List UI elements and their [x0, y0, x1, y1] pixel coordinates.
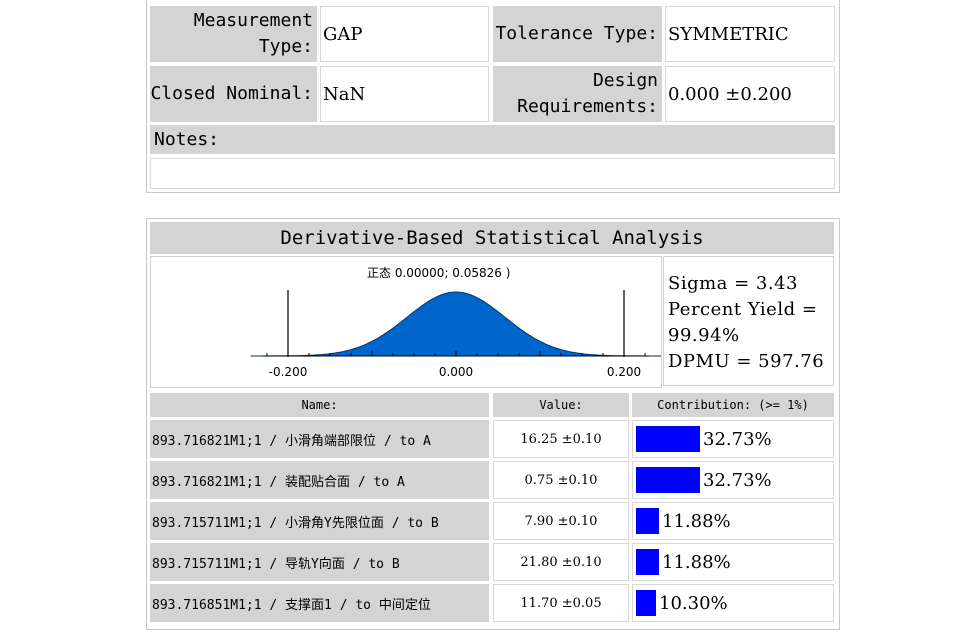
x-tick-label: 0.200 [607, 365, 641, 379]
header-contribution: Contribution: (>= 1%) [632, 393, 834, 417]
stats-summary: Sigma = 3.43 Percent Yield = 99.94% DPMU… [663, 256, 834, 386]
contribution-percent: 32.73% [703, 469, 772, 491]
contribution-percent: 32.73% [703, 428, 772, 450]
contributor-contribution: 11.88% [632, 502, 834, 540]
header-value: Value: [493, 393, 629, 417]
analysis-panel: Derivative-Based Statistical Analysis 正态… [146, 218, 840, 630]
contributor-value: 0.75 ±0.10 [493, 461, 629, 499]
contribution-percent: 11.88% [662, 510, 731, 532]
contribution-bar [636, 590, 656, 616]
contribution-bar [636, 426, 700, 452]
spec-limit-lines [287, 290, 625, 357]
contributor-name: 893.716821M1;1 / 小滑角端部限位 / to A [150, 420, 489, 458]
distribution-chart: 正态 0.00000; 0.05826 ) -0.200 0.000 0.200 [150, 256, 662, 388]
contribution-percent: 11.88% [662, 551, 731, 573]
contributor-contribution: 32.73% [632, 461, 834, 499]
distribution-curve [250, 291, 662, 357]
distribution-plot: 正态 0.00000; 0.05826 ) -0.200 0.000 0.200 [250, 266, 662, 379]
contributor-value: 7.90 ±0.10 [493, 502, 629, 540]
x-tick-labels: -0.200 0.000 0.200 [269, 365, 642, 379]
contribution-bar [636, 508, 659, 534]
contributor-value: 11.70 ±0.05 [493, 584, 629, 622]
closed-nominal-label: Closed Nominal: [150, 66, 317, 122]
contributor-name: 893.716821M1;1 / 装配贴合面 / to A [150, 461, 489, 499]
percent-yield-text: Percent Yield = 99.94% [668, 299, 818, 346]
sigma-text: Sigma = 3.43 [668, 273, 799, 294]
info-table: Measurement Type: GAP Tolerance Type: SY… [146, 0, 840, 193]
contribution-bar [636, 467, 700, 493]
contributor-contribution: 32.73% [632, 420, 834, 458]
measurement-type-value: GAP [320, 6, 489, 62]
measurement-type-label: Measurement Type: [150, 6, 317, 62]
contributor-value: 21.80 ±0.10 [493, 543, 629, 581]
contributor-name: 893.716851M1;1 / 支撑面1 / to 中间定位 [150, 584, 489, 622]
design-requirements-label-text: Design Requirements: [517, 70, 658, 117]
notes-label: Notes: [150, 125, 835, 154]
closed-nominal-value: NaN [320, 66, 489, 122]
analysis-title: Derivative-Based Statistical Analysis [150, 222, 834, 254]
contribution-percent: 10.30% [659, 592, 728, 614]
dpmu-text: DPMU = 597.76 [668, 351, 825, 372]
contributor-name: 893.715711M1;1 / 导轨Y向面 / to B [150, 543, 489, 581]
tolerance-type-value: SYMMETRIC [665, 6, 835, 62]
header-name: Name: [150, 393, 489, 417]
x-tick-label: -0.200 [269, 365, 308, 379]
tolerance-type-label: Tolerance Type: [493, 6, 662, 62]
x-tick-label: 0.000 [439, 365, 473, 379]
contributor-name: 893.715711M1;1 / 小滑角Y先限位面 / to B [150, 502, 489, 540]
design-requirements-value: 0.000 ±0.200 [665, 66, 835, 122]
measurement-type-label-text: Measurement Type: [193, 10, 313, 57]
design-requirements-label: Design Requirements: [493, 66, 662, 122]
contributor-value: 16.25 ±0.10 [493, 420, 629, 458]
contribution-bar [636, 549, 659, 575]
contributor-contribution: 10.30% [632, 584, 834, 622]
chart-title: 正态 0.00000; 0.05826 ) [367, 266, 510, 280]
contributor-contribution: 11.88% [632, 543, 834, 581]
notes-field [150, 158, 835, 189]
